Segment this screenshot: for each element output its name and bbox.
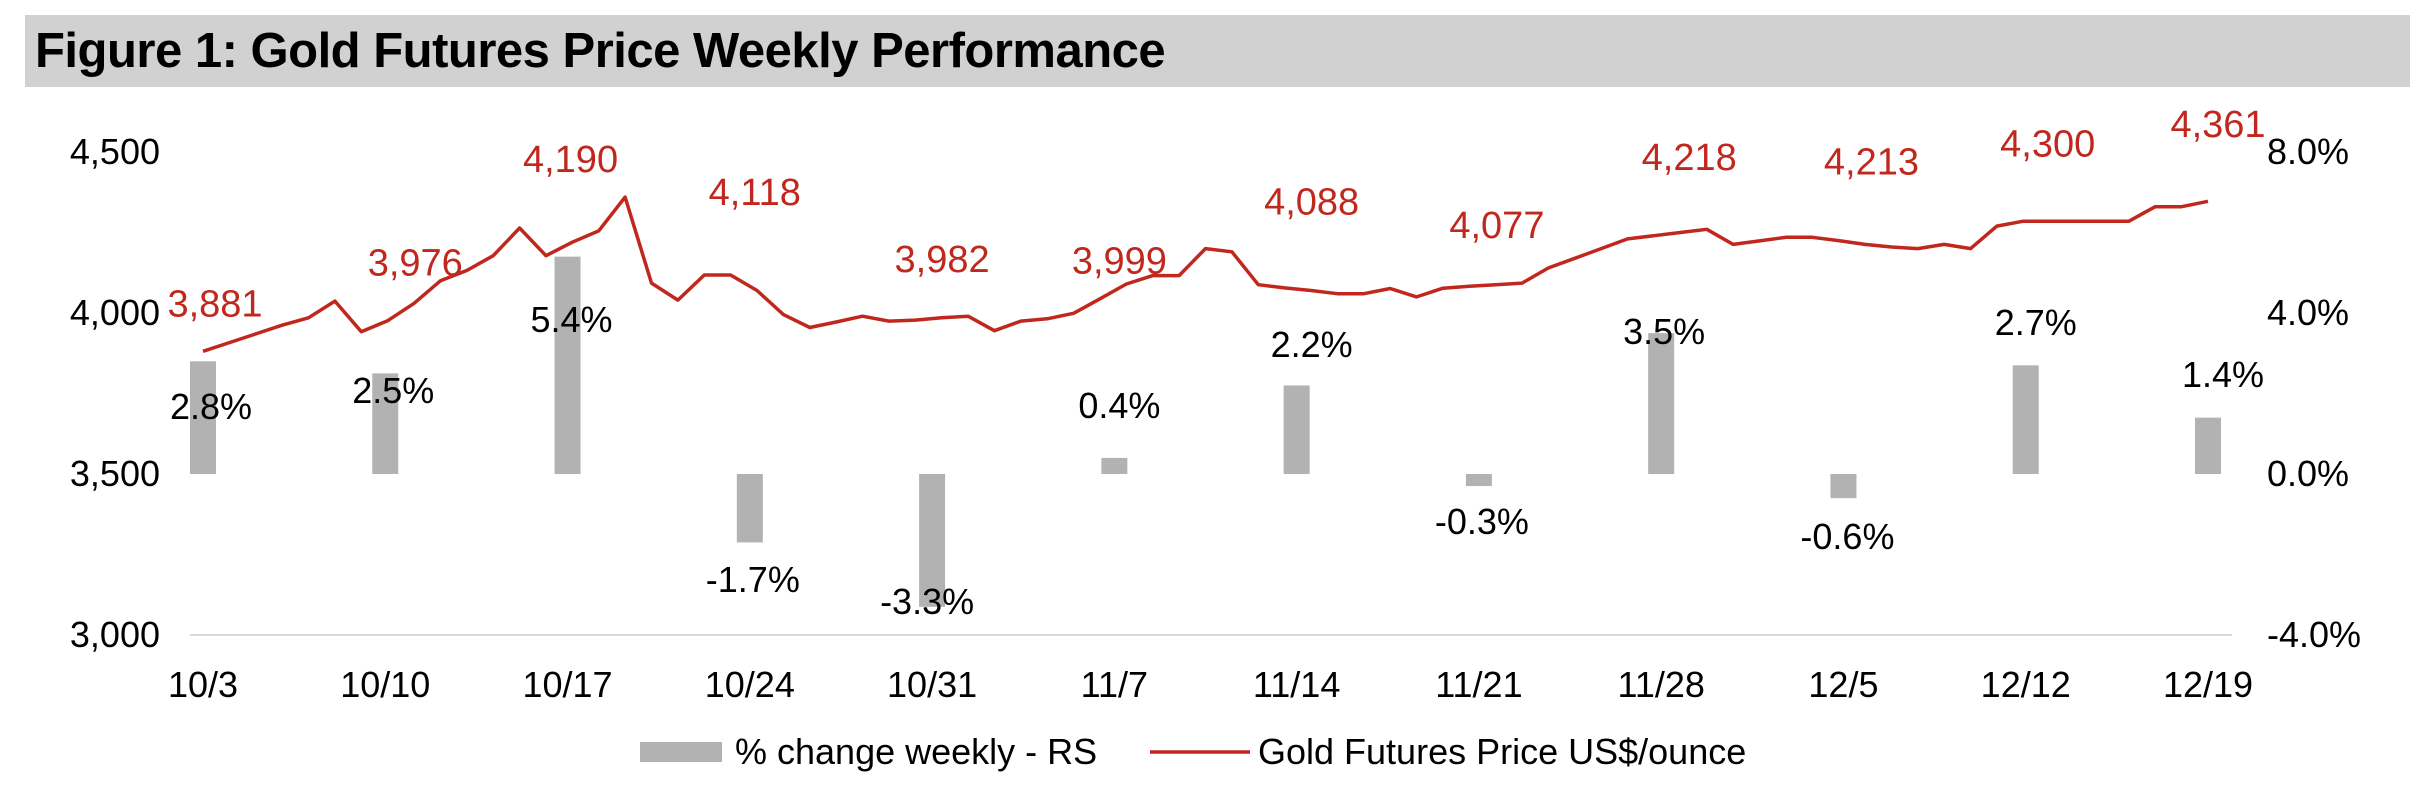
weekly-change-data-label: 1.4%: [2182, 354, 2264, 395]
title-bar: Figure 1: Gold Futures Price Weekly Perf…: [25, 15, 2410, 87]
price-data-label: 4,300: [2000, 123, 2095, 165]
weekly-change-data-label: 2.7%: [1995, 302, 2077, 343]
x-axis-tick-label: 11/14: [1253, 664, 1340, 705]
weekly-change-data-label: -0.3%: [1435, 501, 1529, 542]
x-axis-tick-label: 10/31: [887, 664, 977, 705]
weekly-change-data-label: 3.5%: [1623, 311, 1705, 352]
weekly-change-data-label: -3.3%: [880, 581, 974, 622]
right-axis-tick-label: 4.0%: [2267, 292, 2349, 333]
right-axis-tick-label: -4.0%: [2267, 614, 2361, 655]
gold-price-line: [202, 195, 2209, 353]
weekly-change-bar: [2012, 365, 2039, 474]
weekly-change-bar: [372, 373, 399, 474]
price-data-label: 3,999: [1072, 240, 1167, 282]
weekly-change-bar: [736, 474, 763, 543]
left-axis-tick-label: 4,000: [70, 292, 160, 333]
price-data-label: 4,213: [1824, 141, 1919, 183]
price-data-label: 4,361: [2170, 104, 2265, 146]
weekly-change-data-label: 0.4%: [1078, 385, 1160, 426]
weekly-change-bar: [1648, 333, 1675, 474]
weekly-change-data-label: 2.2%: [1271, 324, 1353, 365]
right-axis-tick-label: 8.0%: [2267, 131, 2349, 172]
price-data-label: 4,077: [1449, 205, 1544, 247]
weekly-change-bar: [1465, 474, 1492, 487]
x-axis-tick-label: 11/28: [1617, 664, 1704, 705]
weekly-change-data-label: 2.8%: [170, 386, 252, 427]
weekly-change-bar: [2195, 417, 2221, 474]
right-axis-tick-label: 0.0%: [2267, 453, 2349, 494]
weekly-change-data-label: -0.6%: [1800, 516, 1894, 557]
x-axis-tick-label: 12/5: [1808, 664, 1878, 705]
legend-bar-swatch: [640, 742, 722, 762]
x-axis-tick-label: 10/24: [705, 664, 795, 705]
chart-title: Figure 1: Gold Futures Price Weekly Perf…: [35, 24, 1166, 78]
weekly-change-bar: [1830, 474, 1857, 499]
x-axis-tick-label: 12/19: [2163, 664, 2253, 705]
price-data-label: 4,088: [1264, 182, 1359, 224]
price-data-label: 3,976: [368, 243, 463, 285]
left-axis-tick-label: 3,500: [70, 453, 160, 494]
weekly-change-bar: [1283, 385, 1310, 474]
legend-line-label: Gold Futures Price US$/ounce: [1258, 731, 1746, 772]
x-axis-tick-label: 10/17: [522, 664, 612, 705]
x-axis-tick-label: 12/12: [1981, 664, 2071, 705]
weekly-change-bar: [1101, 457, 1128, 474]
legend-bar-label: % change weekly - RS: [735, 731, 1097, 772]
x-axis-tick-label: 11/7: [1081, 664, 1148, 705]
left-axis-tick-label: 3,000: [70, 614, 160, 655]
x-axis-tick-label: 11/21: [1435, 664, 1522, 705]
price-data-label: 4,190: [523, 139, 618, 181]
price-data-label: 3,982: [895, 239, 990, 281]
weekly-change-data-label: 2.5%: [352, 370, 434, 411]
x-axis-tick-label: 10/3: [168, 664, 238, 705]
left-axis-tick-label: 4,500: [70, 131, 160, 172]
weekly-change-bar: [554, 256, 581, 474]
x-axis-tick-label: 10/10: [340, 664, 430, 705]
weekly-change-data-label: -1.7%: [706, 559, 800, 600]
price-data-label: 4,118: [709, 172, 801, 214]
weekly-change-data-label: 5.4%: [531, 299, 613, 340]
weekly-change-bar: [919, 474, 946, 607]
price-data-label: 4,218: [1642, 137, 1737, 179]
price-data-label: 3,881: [167, 283, 262, 325]
weekly-change-bar: [190, 361, 216, 474]
